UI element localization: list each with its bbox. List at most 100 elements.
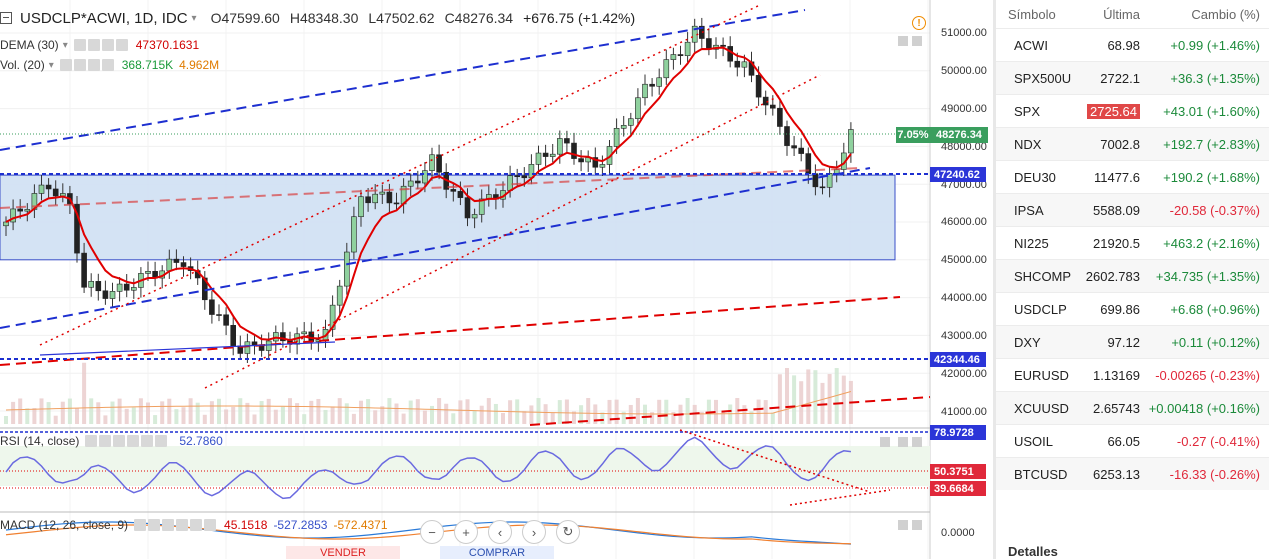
watchlist-row[interactable]: IPSA 5588.09 -20.58 (-0.37%) [996, 193, 1269, 226]
row-last: 5588.09 [1066, 203, 1140, 218]
rsi-value: 52.7860 [179, 434, 223, 448]
candle-body [848, 129, 854, 154]
candle-body [698, 25, 705, 39]
candle-body [478, 198, 485, 215]
col-change[interactable]: Cambio (%) [1191, 6, 1260, 22]
row-change: +0.00418 (+0.16%) [1148, 400, 1260, 416]
candle-body [564, 138, 570, 144]
volume-bar [273, 409, 278, 424]
watchlist-row[interactable]: SHCOMP 2602.783 +34.735 (+1.35%) [996, 259, 1269, 292]
watchlist-row[interactable]: USDCLP 699.86 +6.68 (+0.96%) [996, 292, 1269, 325]
dema-legend[interactable]: DEMA (30) ▾ 47370.1631 [0, 38, 199, 52]
volume-bar [359, 400, 363, 424]
macd-legend[interactable]: MACD (12, 26, close, 9) 45.1518 -527.285… [0, 518, 388, 532]
row-last-value: 66.05 [1107, 433, 1140, 449]
watchlist-row[interactable]: XCUUSD 2.65743 +0.00418 (+0.16%) [996, 391, 1269, 424]
candle-body [784, 126, 790, 146]
volume-bar [366, 399, 371, 424]
col-symbol[interactable]: Símbolo [1008, 6, 1056, 22]
volume-bar [770, 412, 775, 424]
pane-button[interactable] [898, 36, 908, 46]
indicator-buttons[interactable] [85, 435, 168, 447]
chevron-right-icon[interactable]: › [522, 520, 546, 544]
pane-button[interactable] [912, 520, 922, 530]
volume-bar [493, 403, 498, 424]
pane-button[interactable] [912, 36, 922, 46]
pane-button[interactable] [898, 520, 908, 530]
panel-divider[interactable] [993, 0, 996, 559]
volume-bar [529, 405, 534, 424]
alert-icon[interactable]: ! [912, 16, 926, 30]
watchlist-row[interactable]: DEU30 11477.6 +190.2 (+1.68%) [996, 160, 1269, 193]
pane-button[interactable] [880, 437, 890, 447]
indicator-buttons[interactable] [73, 39, 128, 51]
pane-button[interactable] [912, 437, 922, 447]
price-tick: 50000.00 [941, 65, 987, 77]
volume-bar [337, 398, 342, 424]
watchlist-row[interactable]: NI225 21920.5 +463.2 (+2.16%) [996, 226, 1269, 259]
low-value: L47502.62 [368, 10, 435, 26]
buy-button[interactable]: COMPRAR [440, 546, 554, 559]
volume-bar [834, 368, 839, 424]
watchlist-row[interactable]: ACWI 68.98 +0.99 (+1.46%) [996, 28, 1269, 61]
chart-area[interactable]: USDCLP*ACWI, 1D, IDC ▾ O47599.60 H48348.… [0, 0, 993, 559]
row-last-value: 97.12 [1107, 334, 1140, 350]
price-tick: 42000.00 [941, 368, 987, 380]
symbol-title[interactable]: USDCLP*ACWI, 1D, IDC [20, 9, 188, 27]
row-last-value: 5588.09 [1093, 202, 1140, 218]
volume-bar [351, 413, 356, 424]
volume-bar [756, 399, 761, 424]
row-last: 699.86 [1066, 302, 1140, 317]
volume-bar [628, 404, 633, 424]
volume-label: Vol. (20) [0, 58, 45, 72]
volume-bar [522, 411, 527, 424]
candle-body [407, 180, 414, 187]
candle-body [521, 175, 528, 179]
volume-ma-value: 4.962M [179, 58, 220, 72]
indicator-buttons[interactable] [59, 59, 114, 71]
plus-icon[interactable]: + [454, 520, 478, 544]
row-change: -16.33 (-0.26%) [1169, 466, 1260, 482]
price-chart[interactable] [0, 0, 993, 559]
watchlist-row[interactable]: DXY 97.12 +0.11 (+0.12%) [996, 325, 1269, 358]
candle-body [656, 77, 663, 87]
channel-line [39, 4, 761, 346]
pane-button[interactable] [898, 437, 908, 447]
row-symbol: USOIL [1014, 433, 1054, 449]
volume-bar [543, 404, 548, 424]
chevron-down-icon[interactable]: ▾ [191, 12, 197, 24]
candle-body [109, 291, 116, 299]
details-header[interactable]: Detalles [1008, 544, 1058, 559]
chevron-left-icon[interactable]: ‹ [488, 520, 512, 544]
reset-icon[interactable]: ↻ [556, 520, 580, 544]
watchlist-row[interactable]: SPX500U 2722.1 +36.3 (+1.35%) [996, 61, 1269, 94]
indicator-buttons[interactable] [134, 519, 217, 531]
candle-body [45, 184, 52, 190]
col-last[interactable]: Última [1103, 6, 1140, 22]
volume-bar [11, 401, 16, 424]
minus-icon[interactable]: − [420, 520, 444, 544]
watchlist-row[interactable]: EURUSD 1.13169 -0.00265 (-0.23%) [996, 358, 1269, 391]
candle-body [145, 271, 151, 274]
candle-body [556, 138, 563, 155]
row-last: 68.98 [1066, 38, 1140, 53]
watchlist-row[interactable]: USOIL 66.05 -0.27 (-0.41%) [996, 424, 1269, 457]
volume-legend[interactable]: Vol. (20) ▾ 368.715K 4.962M [0, 58, 219, 72]
row-change: -0.27 (-0.41%) [1176, 433, 1260, 449]
volume-bar [309, 400, 314, 424]
open-value: O47599.60 [210, 10, 280, 26]
watchlist-row[interactable]: BTCUSD 6253.13 -16.33 (-0.26%) [996, 457, 1269, 490]
row-last-value: 11477.6 [1093, 169, 1140, 185]
row-last: 6253.13 [1066, 467, 1140, 482]
chevron-down-icon[interactable]: ▾ [62, 39, 68, 51]
sell-button[interactable]: VENDER [286, 546, 400, 559]
volume-bar [635, 398, 640, 424]
watchlist-row[interactable]: SPX 2725.64 +43.01 (+1.60%) [996, 94, 1269, 127]
volume-bar [799, 381, 804, 424]
volume-bar [217, 398, 221, 424]
chart-navigation: − + ‹ › ↻ [420, 520, 580, 544]
watchlist-row[interactable]: NDX 7002.8 +192.7 (+2.83%) [996, 127, 1269, 160]
collapse-icon[interactable] [0, 12, 12, 24]
rsi-legend[interactable]: RSI (14, close) 52.7860 [0, 434, 223, 448]
chevron-down-icon[interactable]: ▾ [48, 59, 54, 71]
